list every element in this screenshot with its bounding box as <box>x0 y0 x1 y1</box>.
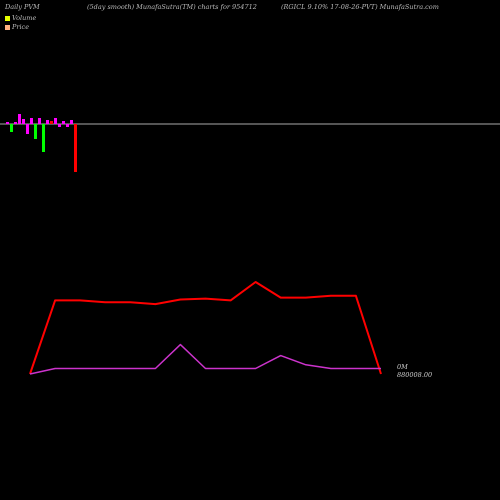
price-line <box>29 281 382 375</box>
volume-bar <box>18 114 21 124</box>
chart-source: (RGICL 9.10% 17-08-26-PVT) MunafaSutra.c… <box>281 3 439 11</box>
volume-bar <box>50 121 53 124</box>
legend-label-volume: Volume <box>12 14 37 22</box>
volume-bar <box>26 124 29 134</box>
volume-bar <box>22 119 25 124</box>
volume-bar <box>42 124 45 152</box>
legend-item-price: Price <box>5 23 29 31</box>
volume-bars <box>6 114 77 172</box>
volume-bar <box>14 122 17 124</box>
volume-bar <box>66 124 69 127</box>
chart-title: (5day smooth) MunafaSutra(TM) charts for… <box>87 3 257 11</box>
volume-bar <box>30 118 33 124</box>
volume-bar <box>70 120 73 124</box>
volume-bar <box>62 121 65 124</box>
legend-item-volume: Volume <box>5 14 36 22</box>
legend-swatch-volume <box>5 15 10 21</box>
axis-label-volume: 0M <box>397 363 408 371</box>
volume-bar <box>38 118 41 124</box>
volume-bar <box>54 118 57 124</box>
volume-bar <box>74 124 77 172</box>
axis-label-price: 880008.00 <box>397 371 432 379</box>
volume-bar <box>34 124 37 139</box>
price-lines <box>29 281 382 375</box>
volume-bar <box>58 124 61 127</box>
volume-bar <box>10 124 13 132</box>
volume-bar <box>46 120 49 124</box>
legend-swatch-price <box>5 24 10 30</box>
legend-label-price: Price <box>12 23 30 31</box>
chart-label-left: Daily PVM <box>5 3 40 11</box>
volume-bar <box>6 122 9 124</box>
volume-line <box>29 343 381 375</box>
